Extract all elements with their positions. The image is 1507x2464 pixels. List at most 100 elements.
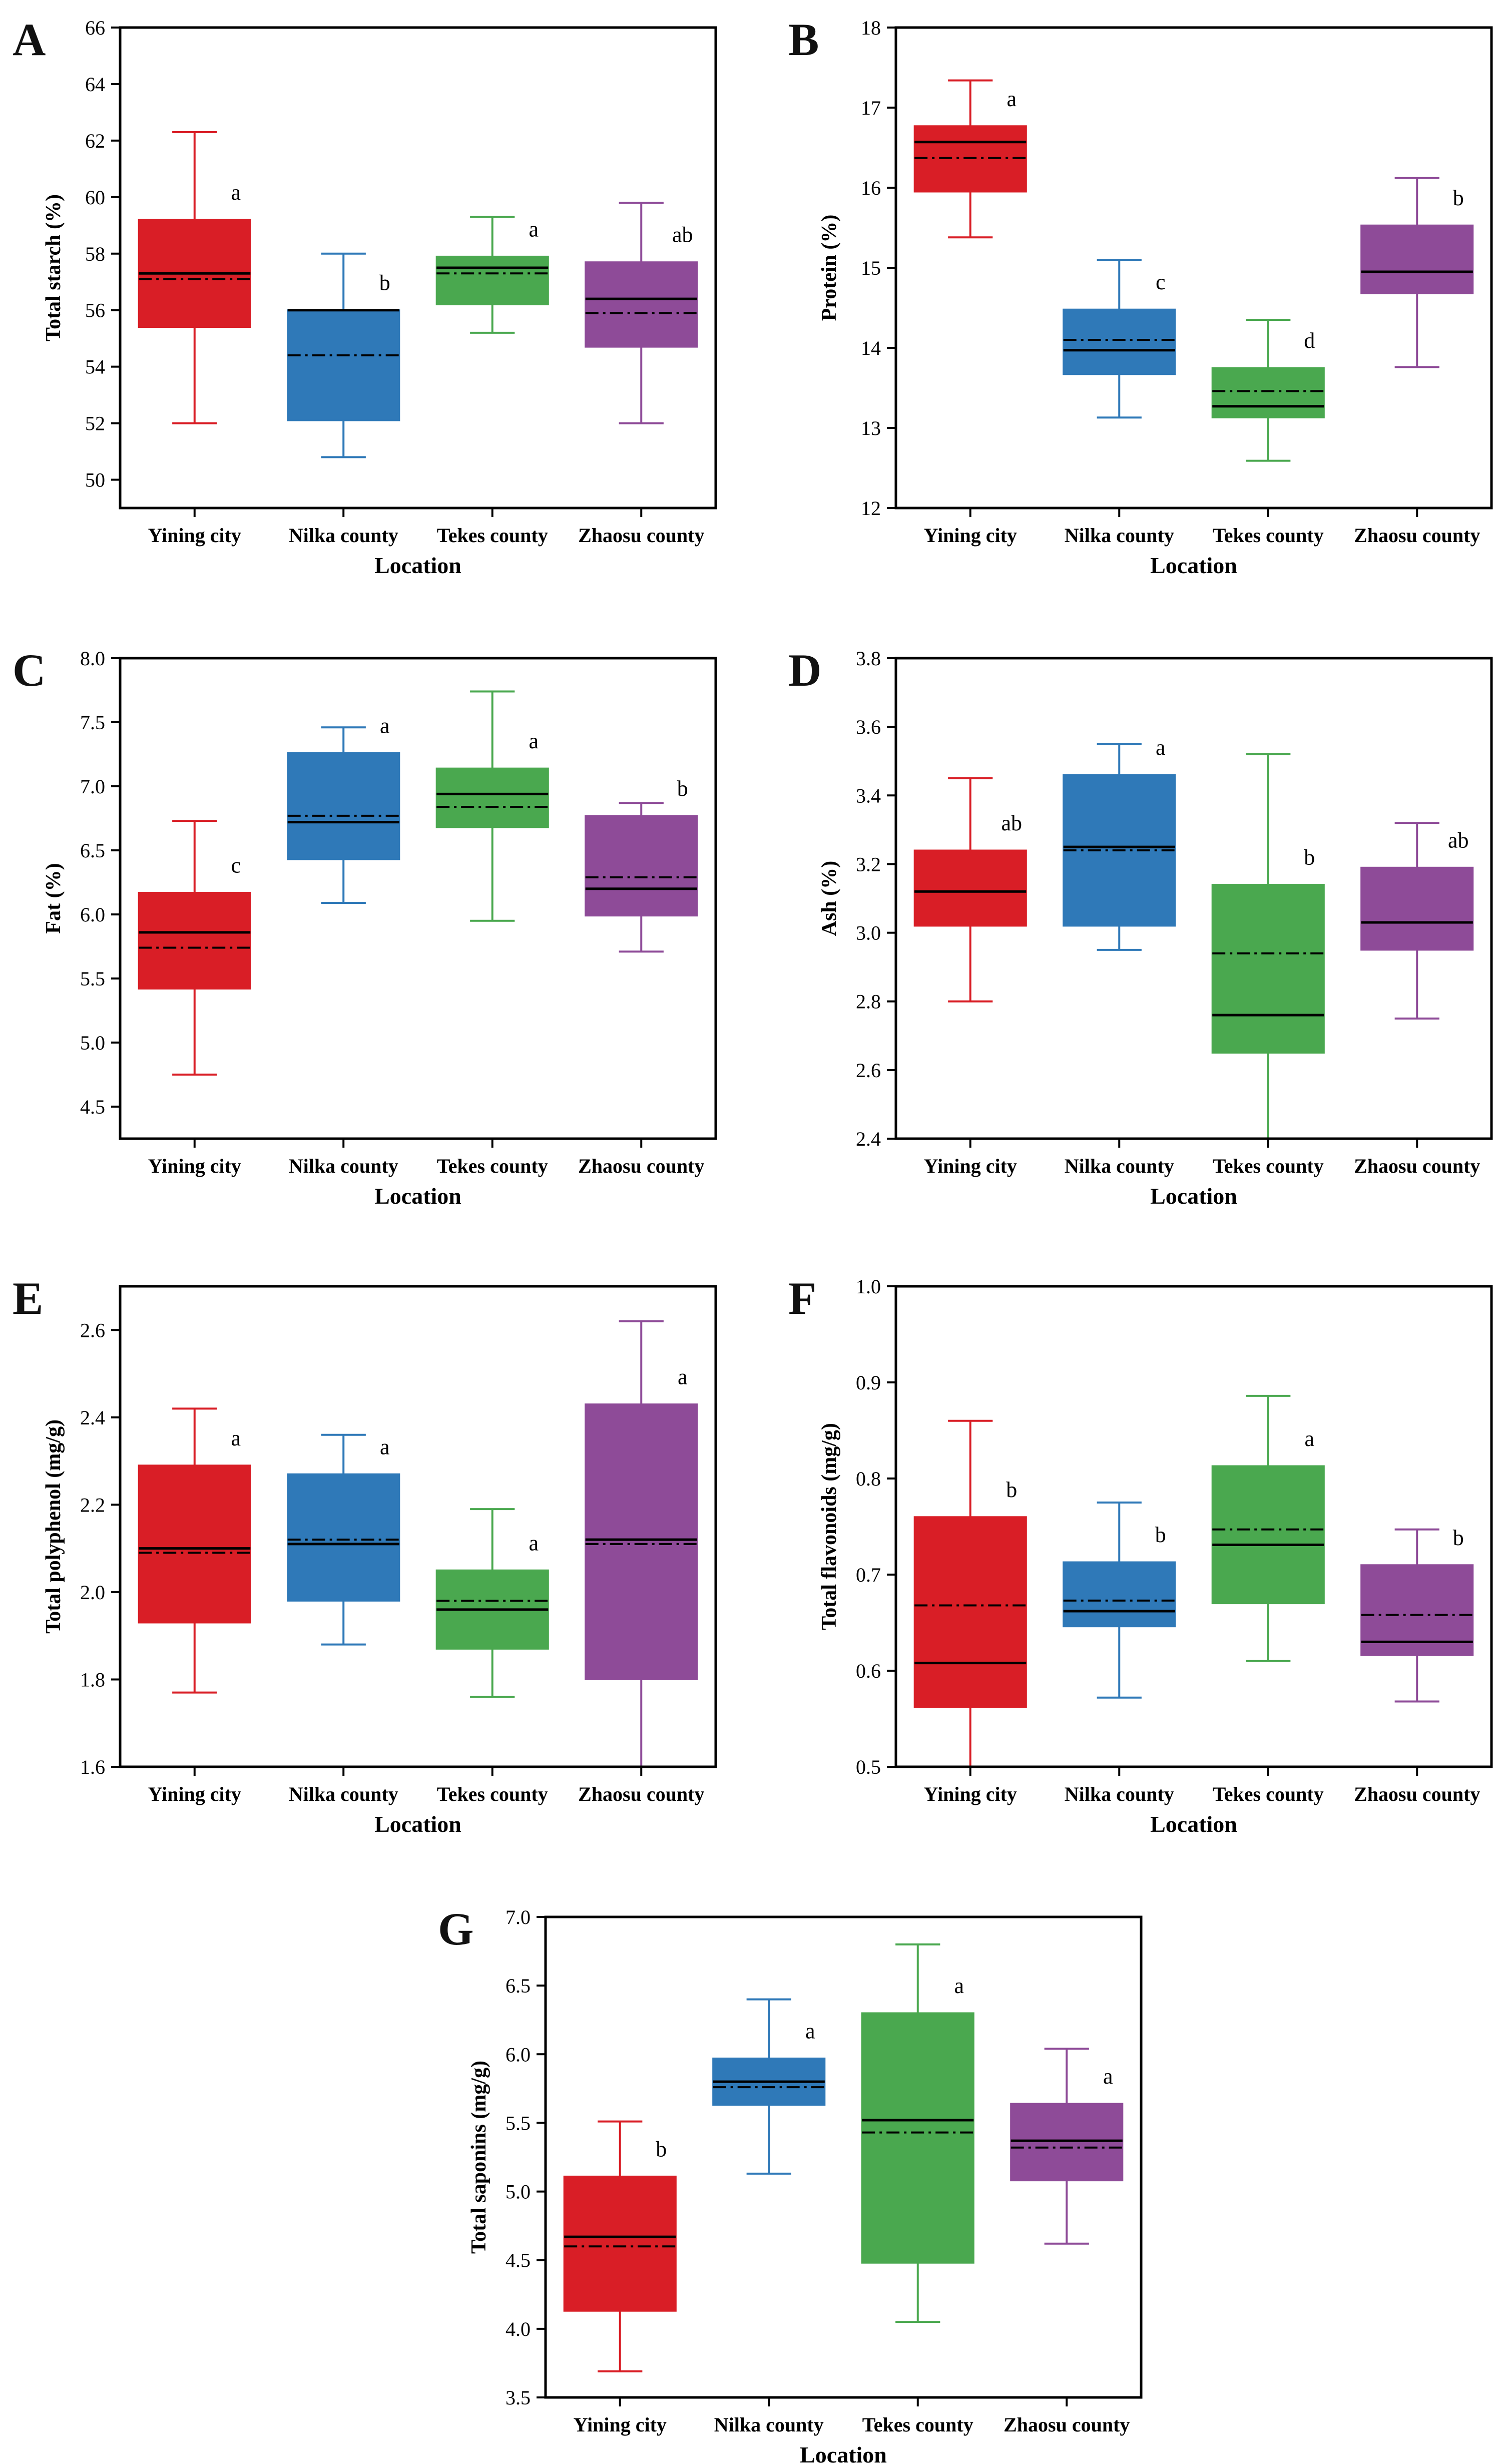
box-iqr <box>435 255 549 305</box>
panel-f: F 0.5 0.6 0.7 0.8 0.9 1.0 Total flavonoids (mg/… <box>788 1273 1493 1837</box>
significance-letter: b <box>1453 186 1464 210</box>
y-tick-label: 4.0 <box>506 2318 531 2340</box>
significance-letter: a <box>1007 87 1017 111</box>
significance-letter: a <box>1103 2064 1113 2089</box>
box-iqr <box>287 309 400 421</box>
x-axis-label: Location <box>1150 553 1237 578</box>
y-tick-label: 1.0 <box>856 1275 881 1298</box>
y-tick-label: 5.5 <box>80 967 105 990</box>
box-iqr <box>1360 224 1474 294</box>
box-nilka-county: a <box>1063 735 1176 951</box>
box-yining-city: a <box>138 131 251 424</box>
x-tick-label: Yining city <box>148 524 241 547</box>
y-tick-label: 3.8 <box>856 647 881 670</box>
panel-c: C 4.5 5.0 5.5 6.0 6.5 7.0 7.5 8.0 Fat (%) c Yining … <box>13 645 717 1209</box>
y-tick-label: 50 <box>85 469 105 491</box>
y-tick-label: 1.6 <box>80 1756 105 1778</box>
plot-frame <box>894 26 1493 510</box>
x-tick-label: Zhaosu county <box>1354 1783 1480 1805</box>
box-tekes-county: a <box>435 216 549 334</box>
y-tick-label: 3.2 <box>856 853 881 875</box>
y-tick-label: 0.8 <box>856 1467 881 1490</box>
y-tick-label: 0.5 <box>856 1756 881 1778</box>
x-tick-label: Yining city <box>924 1155 1017 1177</box>
y-tick-label: 4.5 <box>506 2249 531 2272</box>
panel-letter: D <box>788 645 821 696</box>
y-axis-label: Total saponins (mg/g) <box>467 2061 490 2254</box>
x-tick-label: Tekes county <box>862 2413 973 2436</box>
x-axis-label: Location <box>1150 1183 1237 1209</box>
significance-letter: a <box>805 2019 815 2044</box>
x-axis-label: Location <box>374 553 461 578</box>
significance-letter: a <box>231 180 241 205</box>
box-nilka-county: b <box>287 252 400 458</box>
x-tick-label: Yining city <box>148 1783 241 1805</box>
x-tick-label: Nilka county <box>289 1783 398 1805</box>
significance-letter: b <box>379 271 390 295</box>
box-zhaosu-county: b <box>1360 1526 1474 1703</box>
y-tick-label: 66 <box>85 17 105 39</box>
significance-letter: ab <box>672 223 693 247</box>
box-iqr <box>138 891 251 990</box>
y-tick-label: 6.0 <box>506 2043 531 2066</box>
y-tick-label: 3.5 <box>506 2386 531 2409</box>
significance-letter: b <box>1304 845 1315 870</box>
box-iqr <box>138 1464 251 1624</box>
x-tick-label: Tekes county <box>1213 524 1324 547</box>
y-tick-label: 58 <box>85 243 105 265</box>
y-tick-label: 5.5 <box>506 2112 531 2134</box>
y-axis-label: Total polyphenol (mg/g) <box>42 1419 65 1634</box>
box-iqr <box>287 1473 400 1602</box>
panel-g: G 3.5 4.0 4.5 5.0 5.5 6.0 6.5 7.0 Total saponins … <box>438 1903 1143 2464</box>
y-axis-label: Total flavonoids (mg/g) <box>818 1423 841 1630</box>
x-tick-label: Yining city <box>924 1783 1017 1805</box>
box-iqr <box>1010 2103 1124 2182</box>
significance-letter: b <box>1453 1526 1464 1550</box>
significance-letter: a <box>954 1974 964 1998</box>
significance-letter: b <box>1155 1523 1166 1547</box>
box-tekes-county: d <box>1211 319 1325 462</box>
panel-letter: C <box>13 645 46 696</box>
box-tekes-county: a <box>435 1508 549 1698</box>
plot-frame <box>119 657 717 1140</box>
y-tick-label: 2.2 <box>80 1494 105 1516</box>
box-iqr <box>1063 308 1176 375</box>
x-tick-label: Yining city <box>148 1155 241 1177</box>
box-zhaosu-county: a <box>1010 2048 1124 2245</box>
y-axis-label: Ash (%) <box>818 861 841 936</box>
box-tekes-county: a <box>1211 1394 1325 1662</box>
significance-letter: c <box>1156 270 1166 294</box>
significance-letter: a <box>380 1434 390 1459</box>
significance-letter: a <box>529 217 539 241</box>
significance-letter: b <box>656 2137 667 2161</box>
box-iqr <box>287 752 400 860</box>
plot-frame <box>894 1285 1493 1768</box>
significance-letter: a <box>1156 735 1166 760</box>
significance-letter: a <box>231 1426 241 1450</box>
y-tick-label: 14 <box>861 337 881 359</box>
x-tick-label: Tekes county <box>437 1783 548 1805</box>
y-tick-label: 15 <box>861 257 881 279</box>
x-tick-label: Zhaosu county <box>1354 1155 1480 1177</box>
y-tick-label: 1.8 <box>80 1668 105 1691</box>
box-iqr <box>585 815 698 917</box>
x-tick-label: Tekes county <box>437 524 548 547</box>
y-tick-label: 2.4 <box>80 1406 105 1429</box>
significance-letter: d <box>1304 328 1315 353</box>
box-iqr <box>1211 1465 1325 1605</box>
box-tekes-county: a <box>861 1943 974 2323</box>
x-tick-label: Nilka county <box>289 524 398 547</box>
box-nilka-county: b <box>1063 1502 1176 1699</box>
x-tick-label: Nilka county <box>1065 1783 1174 1805</box>
panel-letter: G <box>438 1903 474 1954</box>
y-tick-label: 16 <box>861 177 881 199</box>
y-tick-label: 18 <box>861 17 881 39</box>
box-iqr <box>585 1403 698 1680</box>
y-tick-label: 52 <box>85 412 105 435</box>
x-tick-label: Nilka county <box>1065 524 1174 547</box>
y-tick-label: 7.0 <box>80 775 105 798</box>
box-iqr <box>585 261 698 348</box>
x-tick-label: Zhaosu county <box>1003 2413 1130 2436</box>
y-axis-label: Total starch (%) <box>42 194 65 341</box>
